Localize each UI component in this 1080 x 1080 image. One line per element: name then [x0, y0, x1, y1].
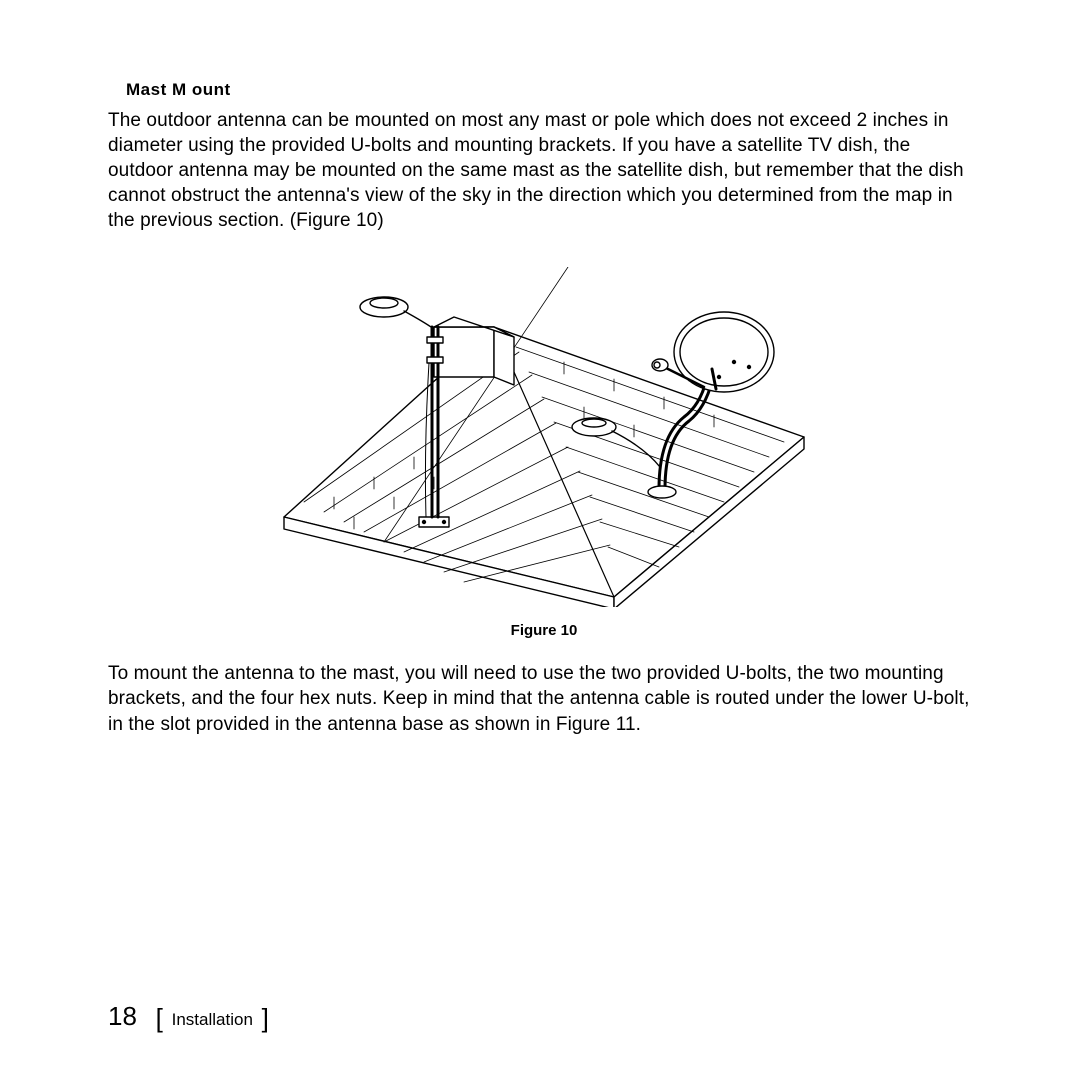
roof-antenna-illustration	[264, 267, 824, 607]
bracket-open: [	[156, 1003, 163, 1033]
section-heading: Mast M ount	[126, 80, 980, 100]
body-paragraph-1: The outdoor antenna can be mounted on mo…	[108, 108, 980, 233]
page-number: 18	[108, 1001, 137, 1031]
document-page: Mast M ount The outdoor antenna can be m…	[0, 0, 1080, 1080]
section-label: Installation	[172, 1010, 253, 1029]
bracket-close: ]	[262, 1003, 269, 1033]
figure-10	[108, 267, 980, 612]
page-footer: 18 [ Installation ]	[108, 1001, 269, 1032]
body-paragraph-2: To mount the antenna to the mast, you wi…	[108, 661, 980, 736]
figure-caption: Figure 10	[108, 622, 980, 639]
